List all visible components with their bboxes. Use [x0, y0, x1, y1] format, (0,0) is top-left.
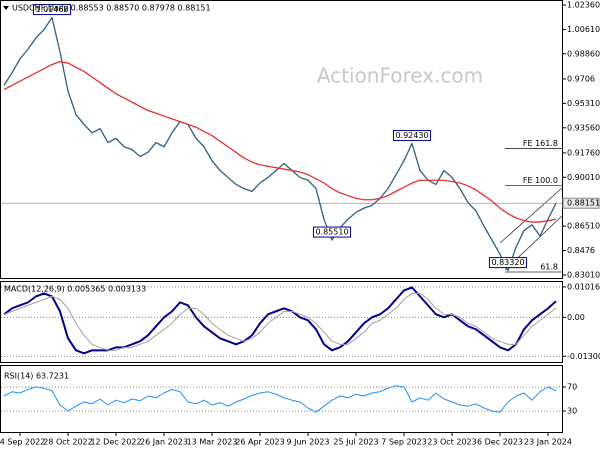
panel-title: USDCHF,Daily 0.88553 0.88570 0.87978 0.8… [12, 4, 211, 13]
x-tick-label: 9 Jun 2023 [286, 438, 329, 447]
x-tick-label: 23 Oct 2023 [427, 438, 476, 447]
annotation-label: 1.01460 [35, 5, 68, 14]
y-tick-label: 0.95310 [567, 99, 600, 108]
series-line [3, 16, 557, 272]
series-line [3, 61, 557, 223]
y-tick-label: 30 [567, 407, 577, 416]
annotation-label: 0.83320 [491, 258, 524, 267]
panel-title: MACD(12,26,9) 0.005365 0.003133 [4, 285, 146, 294]
y-tick-label: 0.8476 [567, 246, 595, 255]
main-panel [0, 0, 563, 279]
annotation-box [488, 257, 528, 269]
fib-label: 61.8 [540, 263, 558, 272]
y-tick-label: 0.010166 [567, 282, 600, 291]
y-tick-label: -0.013006 [567, 352, 600, 361]
y-tick-label: 1.00610 [567, 25, 600, 34]
last-price-box [562, 197, 600, 209]
x-tick-label: 26 Apr 2023 [235, 438, 284, 447]
y-tick-label: 0.9706 [567, 74, 595, 83]
x-tick-label: 12 Dec 2022 [90, 438, 141, 447]
annotation-box [312, 226, 352, 238]
fib-label: FE 100.0 [523, 176, 558, 185]
series-line [3, 286, 557, 355]
annotation-label: 0.85510 [315, 228, 348, 237]
x-tick-label: 23 Jan 2024 [524, 438, 572, 447]
annotation-box [392, 130, 432, 142]
menu-triangle [3, 6, 9, 10]
watermark: ActionForex.com [317, 64, 483, 88]
x-tick-label: 7 Sep 2023 [381, 438, 427, 447]
rsi-panel [0, 365, 563, 433]
x-tick-label: 25 Jul 2023 [333, 438, 378, 447]
macd-panel [0, 281, 563, 363]
y-tick-label: 0.00 [567, 313, 585, 322]
y-tick-label: 0.91760 [567, 148, 600, 157]
x-tick-label: 14 Sep 2022 [0, 438, 45, 447]
panel-title: RSI(14) 63.7231 [4, 372, 69, 381]
annotation-box [32, 4, 72, 16]
y-tick-label: 1.02360 [567, 1, 600, 10]
series-line [3, 292, 557, 351]
x-tick-label: 6 Dec 2023 [477, 438, 523, 447]
fib-label: FE 161.8 [523, 139, 558, 148]
x-tick-label: 26 Jan 2023 [140, 438, 188, 447]
y-tick-label: 0.93560 [567, 123, 600, 132]
y-tick-label: 0.86510 [567, 222, 600, 231]
x-tick-label: 13 Mar 2023 [187, 438, 238, 447]
y-tick-label: 70 [567, 383, 577, 392]
last-price-label: 0.88151 [567, 199, 600, 208]
y-tick-label: 0.98860 [567, 49, 600, 58]
series-line [3, 385, 557, 413]
channel-line [499, 187, 563, 244]
annotation-label: 0.92430 [395, 131, 428, 140]
x-tick-label: 28 Oct 2022 [43, 438, 92, 447]
y-tick-label: 0.90010 [567, 173, 600, 182]
y-tick-label: 0.83010 [567, 270, 600, 279]
